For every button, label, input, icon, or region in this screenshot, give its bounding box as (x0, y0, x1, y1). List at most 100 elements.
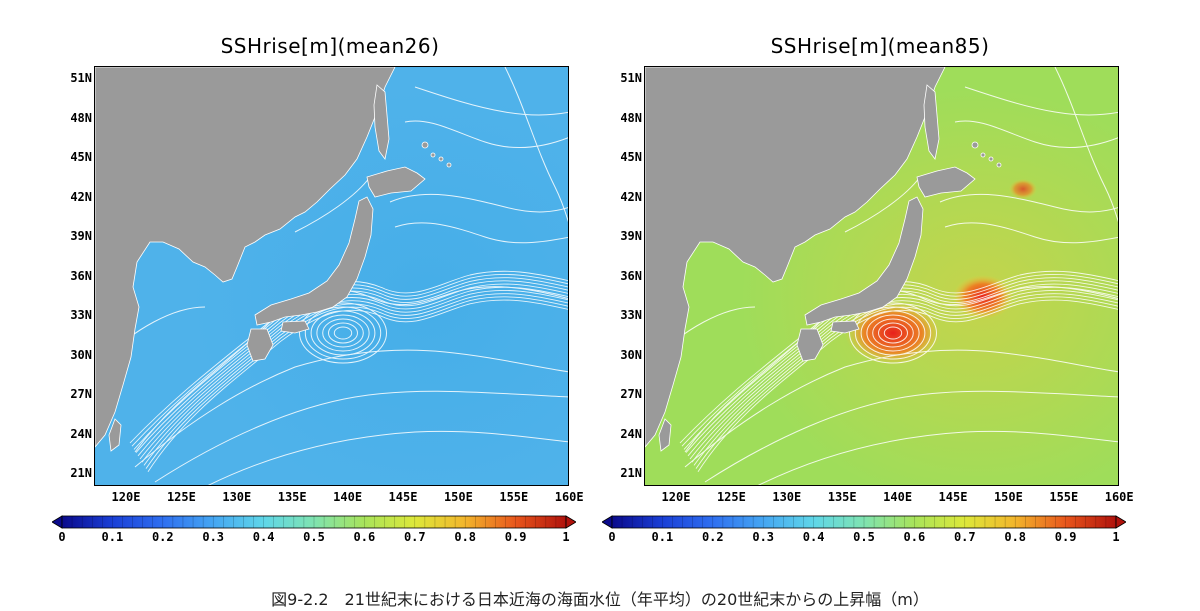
colorbar-tick-label: 0.7 (953, 530, 976, 544)
contour-line (134, 286, 568, 453)
lat-tick-label: 27N (70, 387, 92, 401)
lat-tick-label: 48N (70, 110, 92, 125)
colorbar-tick-label: 0.5 (853, 530, 875, 544)
landmass (373, 84, 390, 160)
colorbar-min-arrow (52, 515, 63, 529)
colorbar-min-arrow (602, 515, 613, 529)
kuroshio-contour (129, 270, 568, 444)
lat-tick-label: 30N (70, 347, 92, 362)
contour-line (294, 176, 371, 233)
lat-tick-label: 48N (620, 110, 642, 125)
lon-tick-label: 160E (554, 490, 584, 504)
lat-tick-label: 24N (70, 426, 92, 441)
kuroshio-contour (133, 277, 568, 450)
map-plot-area (644, 66, 1119, 486)
colorbar-tick-label: 0.6 (353, 530, 376, 544)
lon-tick-label: 120E (661, 490, 691, 504)
landmass (95, 67, 396, 448)
lon-tick-label: 145E (938, 490, 968, 504)
contour-line (1054, 67, 1118, 223)
lon-tick-label: 155E (1049, 490, 1079, 504)
lat-tick-label: 51N (620, 71, 642, 85)
colorbar-tick-label: 0.4 (252, 530, 275, 544)
lat-tick-label: 36N (70, 268, 92, 283)
lat-tick-label: 39N (620, 229, 642, 243)
ssh-map (645, 67, 1118, 485)
landmass (246, 328, 274, 362)
lon-tick-label: 130E (772, 490, 802, 504)
contour-lines (95, 67, 568, 485)
colorbar-tick-label: 0.4 (802, 530, 825, 544)
contour-line (404, 120, 568, 148)
contour-line (684, 349, 1118, 468)
lat-tick-label: 45N (70, 150, 92, 164)
lat-tick-label: 24N (620, 426, 642, 441)
contour-lines (645, 67, 1118, 485)
eddy-contour (304, 306, 382, 360)
eddy-contour (328, 322, 358, 344)
island (988, 156, 994, 162)
colorbar-max-arrow (565, 515, 576, 529)
island (430, 152, 436, 158)
island (971, 141, 979, 149)
eddy-contour (322, 318, 364, 348)
panel-title: SSHrise[m](mean85) (770, 34, 990, 58)
lon-tick-label: 135E (827, 490, 857, 504)
colorbar (52, 515, 576, 529)
kuroshio-contour (679, 270, 1118, 444)
land-masses (645, 67, 1002, 452)
eddy-contour (333, 326, 353, 340)
colorbar-tick-label: 0.7 (403, 530, 426, 544)
contour-line (207, 430, 568, 485)
contour-line (134, 349, 568, 468)
kuroshio-contour (143, 293, 568, 466)
eddy-contour (860, 310, 926, 356)
kuroshio-contour (697, 299, 1118, 473)
landmass (254, 196, 374, 326)
kuroshio-contour (685, 280, 1118, 453)
colorbar-tick-label: 0.3 (752, 530, 775, 544)
colorbar (602, 515, 1126, 529)
kuroshio-contour (695, 296, 1118, 469)
lon-tick-label: 145E (388, 490, 418, 504)
lat-tick-label: 45N (620, 150, 642, 164)
eddy-contour (878, 322, 908, 344)
colorbar-tick-label: 0.8 (454, 530, 477, 544)
island (996, 162, 1002, 168)
contour-line (844, 176, 921, 233)
lat-tick-label: 21N (620, 466, 642, 480)
colorbar-tick-label: 0.5 (303, 530, 325, 544)
kuroshio-contour (693, 293, 1118, 466)
lat-tick-label: 39N (70, 229, 92, 243)
lat-tick-label: 21N (70, 466, 92, 480)
colorbar-tick-label: 0.2 (701, 530, 724, 544)
lon-tick-label: 160E (1104, 490, 1134, 504)
eddy-contour (866, 314, 920, 352)
kuroshio-contour (145, 296, 568, 469)
contour-line (939, 193, 1118, 213)
eddy-contour (316, 314, 370, 352)
colorbar-tick-label: 1 (1112, 530, 1120, 544)
contour-line (964, 86, 1118, 116)
lon-tick-label: 150E (443, 490, 473, 504)
contour-line (757, 430, 1118, 485)
landmass (796, 328, 824, 362)
colorbar-tick-label: 0.1 (101, 530, 124, 544)
kuroshio-contour (137, 283, 568, 457)
landmass (108, 418, 122, 452)
eddy-contour (883, 326, 903, 340)
colorbar-tick-label: 0.8 (1004, 530, 1027, 544)
landmass (916, 166, 976, 198)
eddy-contour (872, 318, 914, 348)
kuroshio-contour (139, 286, 568, 460)
kuroshio-contour (691, 289, 1118, 463)
lon-tick-label: 140E (333, 490, 363, 504)
ssh-anomaly-eddy (1009, 179, 1037, 199)
landmass (923, 84, 940, 160)
eddy-contour (299, 302, 387, 364)
lat-tick-label: 42N (620, 189, 642, 204)
landmass (645, 67, 946, 448)
lon-tick-label: 130E (222, 490, 252, 504)
landmass (658, 418, 672, 452)
colorbar-tick-label: 0.3 (202, 530, 225, 544)
